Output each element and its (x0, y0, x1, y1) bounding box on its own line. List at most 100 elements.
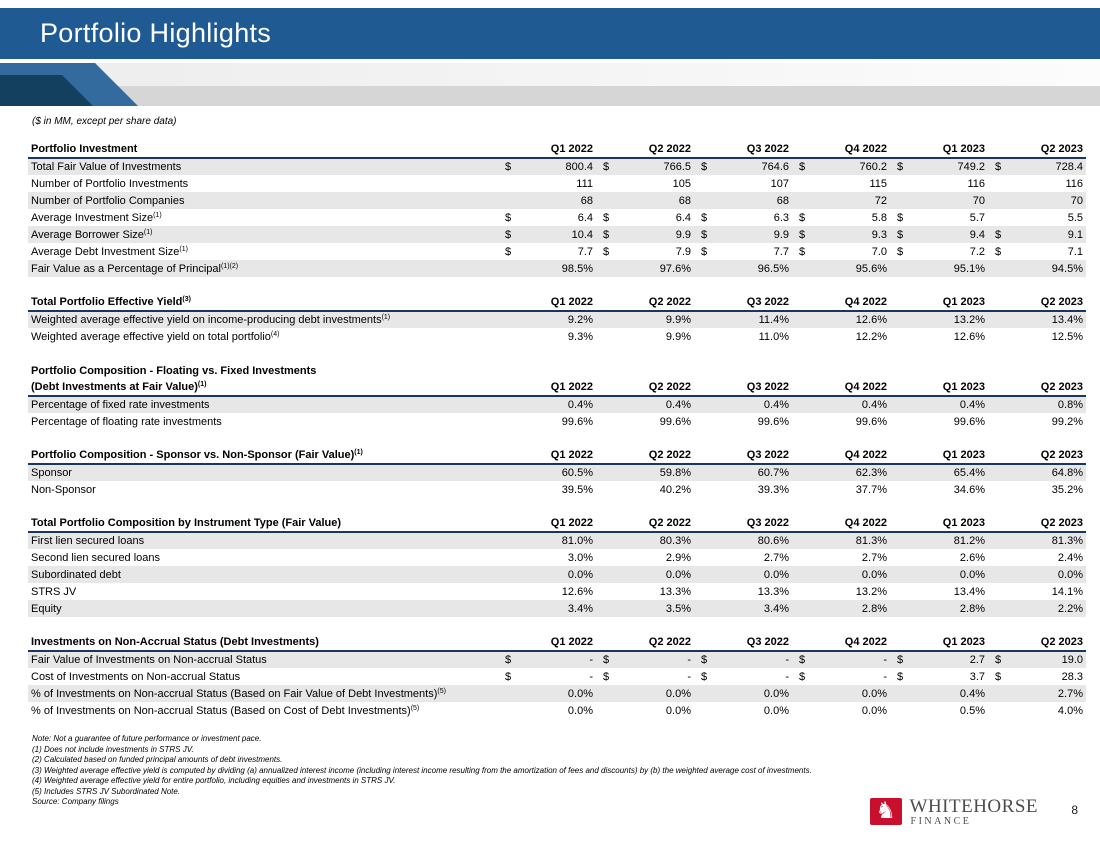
accounting-cell: $9.3 (792, 229, 887, 241)
accounting-cell: $7.0 (792, 246, 887, 258)
column-header: Q3 2022 (694, 377, 792, 397)
table-row: Average Investment Size(1) $6.4 $6.4 $6.3 $5… (28, 209, 1086, 226)
cell-value: $ - (498, 668, 596, 685)
dollar-sign: $ (701, 670, 708, 683)
row-label: Average Debt Investment Size(1) (31, 245, 188, 258)
accounting-cell: $10.4 (498, 229, 593, 241)
cell-value: $749.2 (890, 158, 988, 175)
table-row: % of Investments on Non-accrual Status (… (28, 702, 1086, 719)
cell-value: 2.8% (861, 602, 887, 615)
cell-number: - (883, 670, 887, 683)
cell-number: 728.4 (1055, 161, 1083, 173)
table-row: First lien secured loans 81.0% 80.3% 80.6% 8… (28, 532, 1086, 549)
column-header: Q2 2023 (988, 292, 1086, 312)
cell-value: $19.0 (988, 651, 1086, 668)
cell-value: 99.6% (757, 415, 789, 428)
accounting-cell: $9.9 (596, 229, 691, 241)
footnote-line: Note: Not a guarantee of future performa… (32, 734, 262, 743)
table-header-row: Portfolio Investment Q1 2022 Q2 2022 Q3 202… (28, 139, 1086, 159)
cell-value: 62.3% (855, 467, 887, 479)
decorative-band-gray (0, 86, 1100, 106)
footnote-line: (5) Includes STRS JV Subordinated Note. (32, 786, 181, 796)
cell-value: 11.4% (758, 314, 789, 326)
cell-number: - (883, 654, 887, 666)
cell-value: $5.8 (792, 209, 890, 226)
cell-value: $ - (792, 651, 890, 668)
cell-value: 99.6% (953, 415, 985, 428)
table-title: Investments on Non-Accrual Status (Debt … (28, 632, 498, 652)
cell-value: $28.3 (988, 668, 1086, 685)
column-header: Q2 2022 (596, 139, 694, 159)
footnote-marker: (1) (153, 211, 162, 219)
cell-value: 0.0% (665, 687, 691, 700)
footnote-marker: (5) (437, 687, 446, 695)
cell-value: 13.4% (953, 585, 985, 598)
table-title: Portfolio Composition - Sponsor vs. Non-… (28, 445, 498, 465)
cell-value: 116 (967, 177, 985, 190)
cell-value: 97.6% (659, 262, 691, 275)
cell-value: 11.0% (758, 330, 789, 343)
cell-value: $10.4 (498, 226, 596, 243)
dollar-sign: $ (799, 211, 806, 224)
table-title: (Debt Investments at Fair Value)(1) (28, 377, 498, 397)
cell-value: $3.7 (890, 668, 988, 685)
table-row: Total Fair Value of Investments $800.4 $76… (28, 158, 1086, 175)
row-label: Total Fair Value of Investments (31, 161, 182, 173)
row-label: Second lien secured loans (31, 551, 161, 564)
dollar-sign: $ (799, 161, 806, 173)
cell-value: 95.6% (855, 262, 887, 275)
cell-value: 3.4% (763, 602, 789, 615)
column-header: Q3 2022 (694, 292, 792, 312)
cell-number: 9.4 (969, 228, 985, 241)
row-label: Cost of Investments on Non-accrual Statu… (31, 670, 241, 683)
footnote-marker: (1) (143, 228, 153, 236)
dollar-sign: $ (897, 654, 904, 666)
cell-value: 12.5% (1051, 330, 1083, 343)
cell-value: 12.6% (561, 585, 593, 598)
page-number: 8 (1071, 803, 1078, 817)
table-row: Equity 3.4% 3.5% 3.4% 2.8% 2.8% 2.2% (28, 600, 1086, 617)
cell-number: - (589, 670, 593, 683)
footnote-marker: (1) (381, 314, 391, 321)
cell-number: - (687, 670, 691, 683)
accounting-cell: $19.0 (988, 654, 1083, 666)
table-row: Number of Portfolio Investments 111 105 107… (28, 175, 1086, 192)
cell-value: 0.0% (861, 687, 887, 700)
cell-value: 98.5% (561, 262, 593, 275)
cell-value: $9.3 (792, 226, 890, 243)
cell-value: 99.6% (855, 415, 887, 428)
accounting-cell: $7.2 (890, 246, 985, 258)
accounting-cell: $9.1 (988, 229, 1083, 241)
accounting-cell: $28.3 (988, 671, 1083, 683)
accounting-cell: $9.9 (694, 229, 789, 241)
column-header: Q1 2023 (890, 139, 988, 159)
dollar-sign: $ (897, 670, 904, 683)
cell-value: 12.6% (953, 330, 985, 343)
dollar-sign: $ (897, 211, 904, 224)
row-label: Number of Portfolio Companies (31, 194, 185, 207)
footnote-line: (2) Calculated based on funded principal… (32, 755, 283, 764)
cell-value: 81.0% (561, 535, 593, 547)
dollar-sign: $ (701, 211, 708, 224)
cell-value: $7.7 (498, 243, 596, 260)
chevron-icon (0, 63, 138, 106)
cell-value: 9.9% (665, 314, 691, 326)
cell-value: 60.5% (561, 467, 593, 479)
table-row: Average Debt Investment Size(1) $7.7 $7.9 $… (28, 243, 1086, 260)
cell-value: $7.1 (988, 243, 1086, 260)
cell-value: 115 (869, 177, 887, 190)
cell-number: 5.7 (969, 211, 985, 224)
cell-value: 68 (580, 194, 593, 207)
footnote-line: (1) Does not include investments in STRS… (32, 744, 194, 754)
slide-content: ($ in MM, except per share data) Portfol… (28, 116, 1086, 808)
row-label: Equity (31, 602, 62, 615)
column-header: Q2 2023 (988, 632, 1086, 652)
accounting-cell: $ - (498, 671, 593, 683)
cell-value: $6.4 (596, 209, 694, 226)
table-title: Total Portfolio Effective Yield(3) (28, 292, 498, 312)
cell-value: 99.6% (561, 415, 593, 428)
cell-value: 2.7% (763, 551, 789, 564)
financial-table: Portfolio Investment Q1 2022 Q2 2022 Q3 202… (28, 139, 1086, 277)
cell-value: 107 (770, 177, 789, 190)
table-row: Fair Value of Investments on Non-accrual… (28, 651, 1086, 668)
